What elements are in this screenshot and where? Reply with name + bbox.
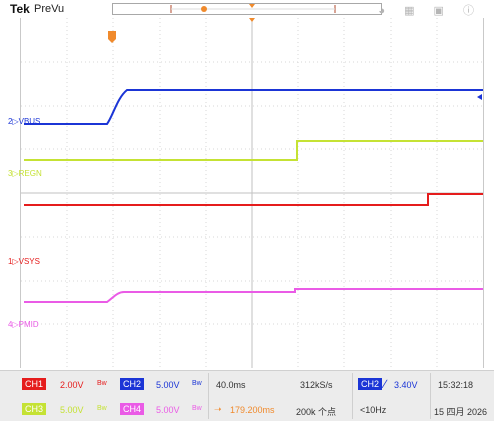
- ch1-bw-icon: Bw: [97, 380, 107, 387]
- trigger-marker-icon: [108, 31, 116, 43]
- rising-edge-icon: ∕: [384, 377, 387, 391]
- acquisition-mode: PreVu: [34, 3, 65, 15]
- record-view-window[interactable]: [112, 3, 382, 15]
- trigger-position-icon: [249, 18, 255, 22]
- ch2-marker[interactable]: 2▷VBUS: [8, 117, 41, 126]
- time-scale[interactable]: 40.0ms: [216, 380, 246, 390]
- ch4-waveform: [24, 288, 483, 303]
- waveform-display[interactable]: [20, 18, 484, 368]
- ch3-badge[interactable]: CH3: [22, 403, 47, 415]
- ch3-label: REGN: [18, 169, 42, 178]
- clock-date: 15 四月 2026: [434, 407, 488, 417]
- ch4-bw-icon: Bw: [192, 405, 202, 412]
- ch2-badge[interactable]: CH2: [120, 378, 145, 390]
- trigger-level[interactable]: 3.40V: [394, 380, 418, 390]
- waveform-canvas: [21, 18, 483, 368]
- brand-logo: Tek: [10, 2, 30, 16]
- window-icon[interactable]: ▣: [433, 5, 452, 17]
- ch4-marker[interactable]: 4▷PMID: [8, 320, 39, 329]
- network-icon[interactable]: ▦: [404, 5, 423, 17]
- trigger-frequency: <10Hz: [360, 405, 387, 415]
- ch2-waveform: [24, 89, 483, 125]
- ch1-label: VSYS: [18, 257, 40, 266]
- clock-time: 15:32:18: [438, 380, 474, 390]
- ch3-marker[interactable]: 3▷REGN: [8, 169, 42, 178]
- ch4-scale[interactable]: 5.00V: [156, 405, 180, 415]
- trigger-position[interactable]: 179.200ms: [230, 405, 275, 415]
- ch3-waveform: [24, 140, 483, 161]
- ch1-waveform: [24, 193, 483, 206]
- ch4-label: PMID: [18, 320, 39, 329]
- ch4-badge[interactable]: CH4: [120, 403, 145, 415]
- trigger-source-badge[interactable]: CH2: [358, 378, 383, 390]
- ch2-offset-arrow-icon: [477, 94, 482, 100]
- ch3-bw-icon: Bw: [97, 405, 107, 412]
- ch2-bw-icon: Bw: [192, 380, 202, 387]
- ch2-label: VBUS: [18, 117, 41, 126]
- record-length: 200k 个点: [296, 407, 337, 417]
- ch1-scale[interactable]: 2.00V: [60, 380, 84, 390]
- sample-rate: 312kS/s: [300, 380, 333, 390]
- ch1-badge[interactable]: CH1: [22, 378, 47, 390]
- help-icon[interactable]: ⓘ: [463, 5, 482, 17]
- ch1-marker[interactable]: 1▷VSYS: [8, 257, 40, 266]
- channel-label-gutter: [0, 18, 20, 368]
- ch3-scale[interactable]: 5.00V: [60, 405, 84, 415]
- trigger-position-arrow-icon: ➝: [214, 404, 222, 414]
- wifi-icon[interactable]: ◕: [378, 5, 393, 17]
- top-toolbar: Tek PreVu ◕ ▦ ▣ ⓘ: [0, 0, 494, 18]
- ch2-scale[interactable]: 5.00V: [156, 380, 180, 390]
- right-gutter: [482, 18, 494, 368]
- status-bar: CH1 2.00V Bw CH3 5.00V Bw CH2 5.00V Bw C…: [0, 370, 494, 421]
